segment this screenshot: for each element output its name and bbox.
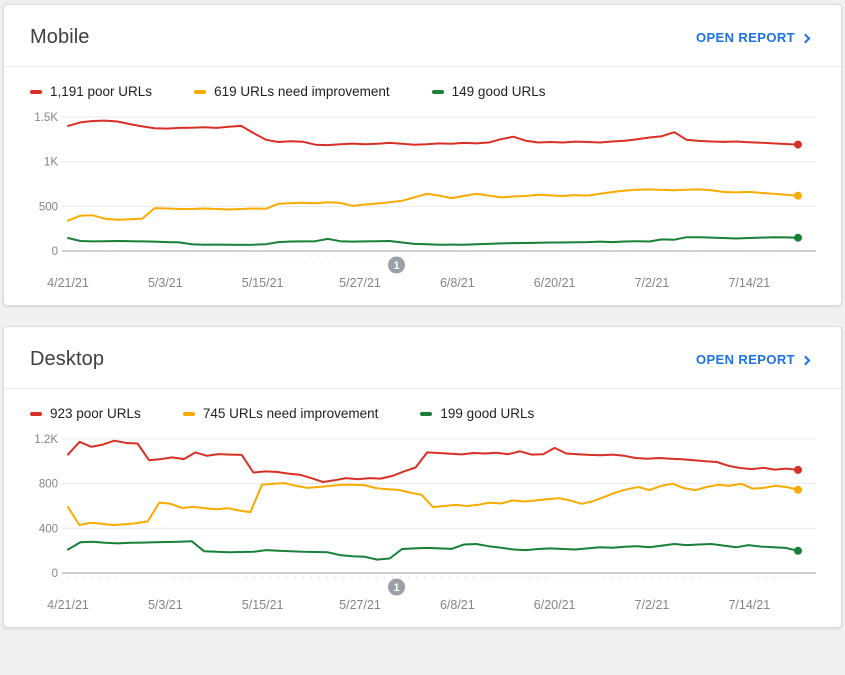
mobile-card-header: Mobile OPEN REPORT	[4, 5, 841, 67]
chevron-right-icon	[800, 33, 811, 43]
legend-item-good[interactable]: 149 good URLs	[431, 84, 546, 99]
y-tick-label: 1.2K	[34, 434, 58, 446]
x-tick-label: 5/15/21	[242, 598, 284, 612]
annotation-marker[interactable]	[388, 578, 405, 596]
series-end-dot-good	[794, 546, 802, 555]
mobile-card: Mobile OPEN REPORT 1,191 poor URLs 619 U…	[3, 4, 842, 306]
mobile-chart-canvas[interactable]: 1.5K 1K 500 0 4/21/21 5/3/21 5/15/21 5/27/21 6/8…	[28, 101, 818, 299]
y-tick-label: 0	[52, 246, 58, 258]
legend-item-good[interactable]: 199 good URLs	[420, 406, 534, 421]
series-end-dot-needs-improvement	[794, 485, 802, 494]
needs-improvement-swatch-icon	[182, 411, 195, 416]
y-tick-label: 500	[39, 201, 58, 213]
legend: 923 poor URLs 745 URLs need improvement …	[4, 389, 841, 423]
legend-label: 923 poor URLs	[50, 406, 141, 421]
poor-swatch-icon	[30, 89, 42, 94]
x-tick-label: 4/21/21	[47, 598, 89, 612]
x-tick-label: 7/14/21	[728, 598, 770, 612]
chevron-right-icon	[800, 355, 811, 365]
annotation-marker[interactable]	[388, 256, 405, 274]
series-line-needs-improvement	[67, 188, 799, 222]
desktop-card-header: Desktop OPEN REPORT	[4, 327, 841, 389]
legend-label: 745 URLs need improvement	[202, 406, 379, 421]
y-tick-label: 1K	[44, 157, 58, 169]
y-tick-label: 1.5K	[34, 112, 58, 124]
desktop-card: Desktop OPEN REPORT 923 poor URLs 745 UR…	[3, 326, 842, 628]
open-report-button[interactable]: OPEN REPORT	[696, 30, 815, 45]
mobile-chart[interactable]: 1.5K 1K 500 0 4/21/21 5/3/21 5/15/21 5/27/21 6/8…	[4, 101, 841, 305]
open-report-button[interactable]: OPEN REPORT	[696, 352, 815, 367]
series-line-good	[67, 236, 799, 246]
legend: 1,191 poor URLs 619 URLs need improvemen…	[4, 67, 841, 101]
needs-improvement-swatch-icon	[194, 89, 207, 94]
series-end-dot-poor	[794, 140, 802, 149]
x-tick-label: 4/21/21	[47, 276, 89, 290]
legend-label: 199 good URLs	[440, 406, 535, 421]
open-report-label: OPEN REPORT	[695, 352, 795, 367]
series-end-dot-poor	[794, 465, 802, 474]
legend-item-poor[interactable]: 923 poor URLs	[30, 406, 141, 421]
series-line-needs-improvement	[67, 482, 799, 526]
good-swatch-icon	[420, 411, 433, 416]
legend-label: 149 good URLs	[451, 84, 546, 99]
page-title: Mobile	[30, 26, 90, 48]
series-line-poor	[67, 119, 799, 147]
x-tick-label: 5/27/21	[339, 276, 381, 290]
series-end-dot-good	[794, 233, 802, 242]
x-tick-label: 7/2/21	[635, 598, 670, 612]
x-tick-label: 6/20/21	[534, 276, 576, 290]
legend-label: 1,191 poor URLs	[50, 84, 153, 99]
legend-item-poor[interactable]: 1,191 poor URLs	[30, 84, 152, 99]
legend-item-needs-improvement[interactable]: 619 URLs need improvement	[194, 84, 390, 99]
open-report-label: OPEN REPORT	[695, 30, 795, 45]
x-tick-label: 6/20/21	[534, 598, 576, 612]
series-line-poor	[67, 439, 799, 483]
x-tick-label: 7/2/21	[635, 276, 670, 290]
desktop-chart-canvas[interactable]: 1.2K 800 400 0 4/21/21 5/3/21 5/15/21 5/27/21 6/…	[28, 423, 818, 621]
series-line-good	[67, 540, 799, 561]
annotation-marker-label: 1	[393, 582, 399, 594]
x-tick-label: 6/8/21	[440, 276, 475, 290]
y-tick-label: 800	[39, 479, 58, 491]
legend-item-needs-improvement[interactable]: 745 URLs need improvement	[182, 406, 379, 421]
x-tick-label: 7/14/21	[728, 276, 770, 290]
poor-swatch-icon	[30, 411, 42, 416]
x-tick-label: 5/15/21	[242, 276, 284, 290]
y-tick-label: 0	[52, 568, 58, 580]
y-tick-label: 400	[39, 523, 58, 535]
annotation-marker-label: 1	[393, 260, 399, 272]
x-tick-label: 6/8/21	[440, 598, 475, 612]
x-tick-label: 5/3/21	[148, 276, 183, 290]
series-end-dot-needs-improvement	[794, 191, 802, 200]
page-title: Desktop	[30, 348, 105, 370]
legend-label: 619 URLs need improvement	[214, 84, 390, 99]
x-tick-label: 5/3/21	[148, 598, 183, 612]
x-tick-label: 5/27/21	[339, 598, 381, 612]
desktop-chart[interactable]: 1.2K 800 400 0 4/21/21 5/3/21 5/15/21 5/27/21 6/…	[4, 423, 841, 627]
good-swatch-icon	[431, 89, 444, 94]
